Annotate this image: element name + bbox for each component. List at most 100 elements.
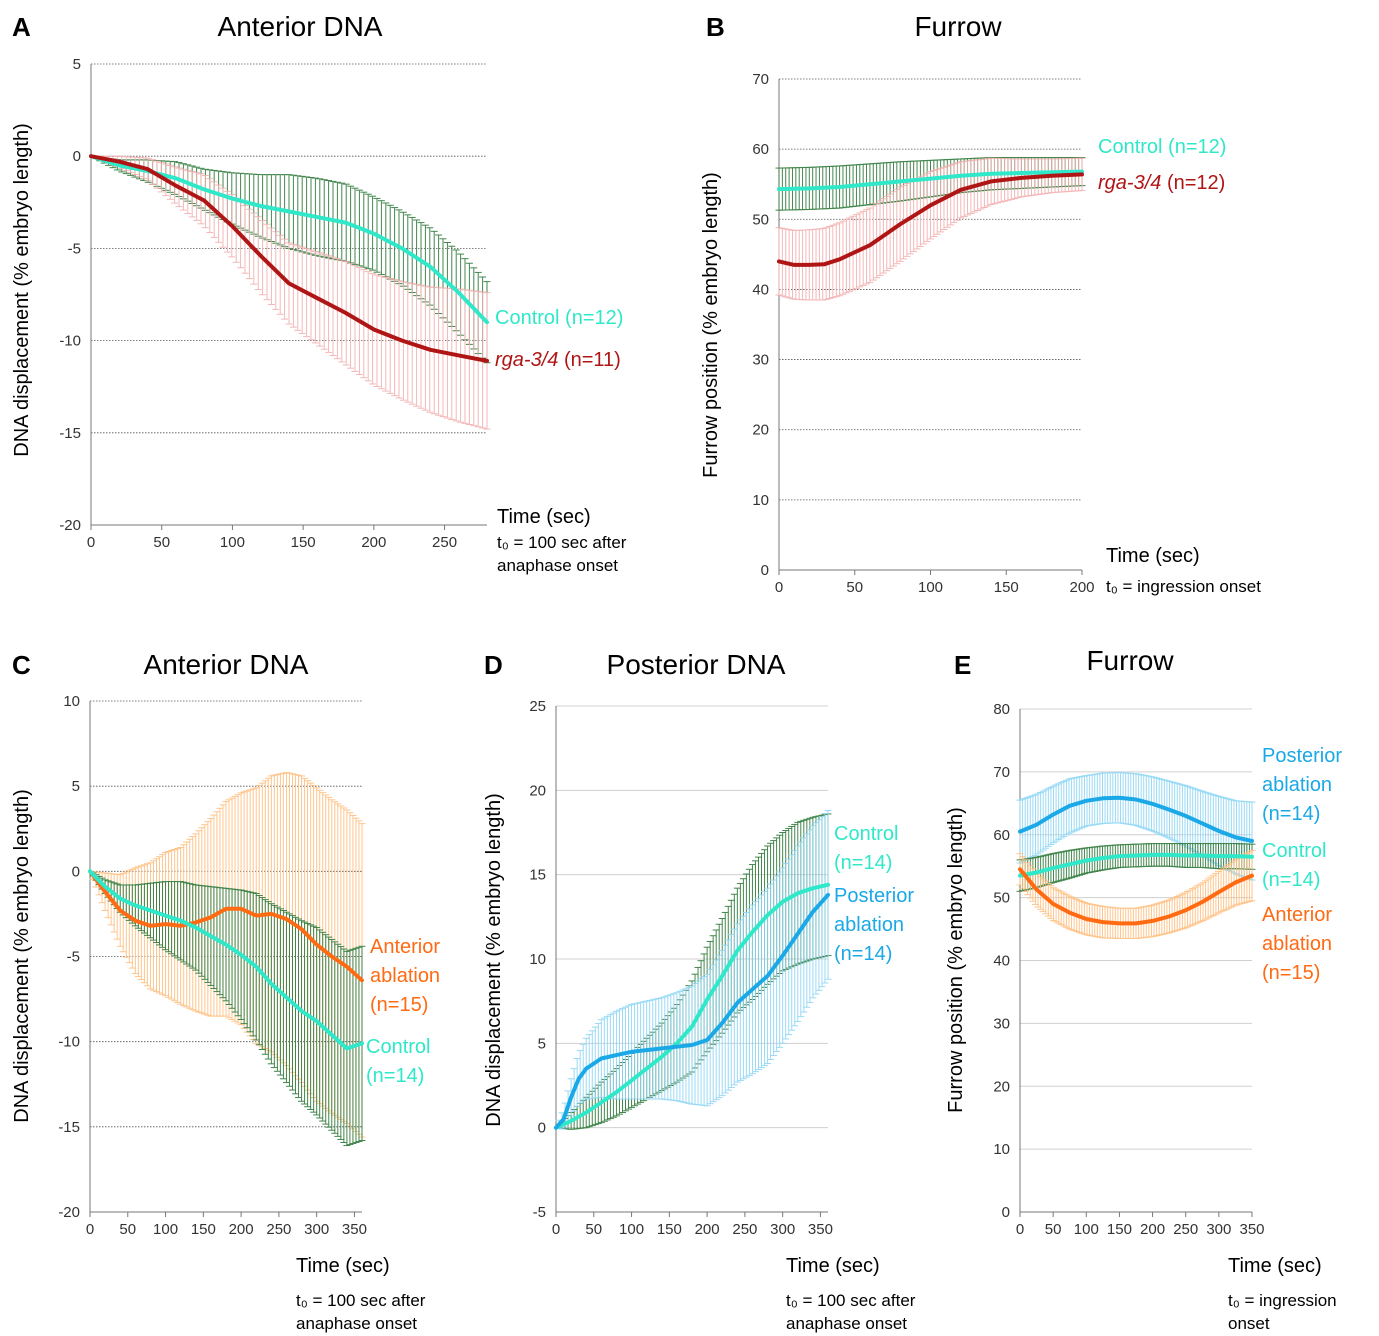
y-tick-label: -20 <box>58 1204 80 1221</box>
series-line-posterior <box>554 892 830 1130</box>
panel-e-x-axis-label: Time (sec) <box>1228 1255 1322 1277</box>
panel-d-legend-control: Control (n=14) <box>834 823 904 874</box>
panel-a-legend-rga: rga-3/4 (n=11) <box>495 349 621 371</box>
panel-c-title: Anterior DNA <box>144 649 309 680</box>
x-tick-label: 250 <box>432 534 457 551</box>
panel-c-t0-note-line2: anaphase onset <box>296 1314 417 1333</box>
y-tick-label: 30 <box>752 352 769 369</box>
y-tick-label: 0 <box>72 863 80 880</box>
panel-e-t0-note-line2: onset <box>1228 1314 1270 1333</box>
y-tick-label: -5 <box>533 1204 546 1221</box>
x-tick-label: 200 <box>1140 1221 1165 1238</box>
panel-b-legend-control: Control (n=12) <box>1098 136 1226 158</box>
y-tick-label: -15 <box>59 425 81 442</box>
x-tick-label: 50 <box>846 579 863 596</box>
y-tick-label: 10 <box>529 951 546 968</box>
y-tick-label: -20 <box>59 517 81 534</box>
legend-rga-name: rga-3/4 <box>495 349 558 371</box>
y-tick-label: 50 <box>993 890 1010 907</box>
panel-c-x-axis-label: Time (sec) <box>296 1255 390 1277</box>
y-tick-label: -15 <box>58 1119 80 1136</box>
panel-a-legend-control: Control (n=12) <box>495 307 623 329</box>
y-tick-label: 10 <box>752 492 769 509</box>
x-tick-label: 350 <box>342 1221 367 1238</box>
y-tick-label: 0 <box>761 562 769 579</box>
panel-b-title: Furrow <box>914 11 1002 42</box>
x-tick-label: 150 <box>657 1221 682 1238</box>
x-tick-label: 150 <box>191 1221 216 1238</box>
panel-e-legend-posterior: Posterior ablation (n=14) <box>1262 745 1348 825</box>
y-tick-label: -5 <box>68 240 81 257</box>
errorbars-posterior <box>555 810 832 1130</box>
y-tick-label: 5 <box>538 1035 546 1052</box>
x-tick-label: 200 <box>1069 579 1094 596</box>
x-tick-label: 200 <box>695 1221 720 1238</box>
panel-letter-d: D <box>484 650 503 680</box>
panel-d-title: Posterior DNA <box>607 649 786 680</box>
panel-b-x-axis-label: Time (sec) <box>1106 545 1200 567</box>
x-tick-label: 0 <box>1016 1221 1024 1238</box>
x-tick-label: 250 <box>732 1221 757 1238</box>
y-tick-label: 25 <box>529 698 546 715</box>
x-tick-label: 200 <box>229 1221 254 1238</box>
x-tick-label: 0 <box>775 579 783 596</box>
errorbars-control <box>89 872 366 1147</box>
y-tick-label: 30 <box>993 1015 1010 1032</box>
panel-b-legend-rga: rga-3/4 (n=12) <box>1098 172 1225 194</box>
series-line-control <box>777 169 1084 192</box>
y-tick-label: 70 <box>752 71 769 88</box>
panel-d-legend-posterior: Posterior ablation (n=14) <box>834 885 920 965</box>
legend-control-n: (n=12) <box>565 307 623 329</box>
panel-c-legend-anterior: Anterior ablation (n=15) <box>370 936 446 1016</box>
panel-d-x-axis-label: Time (sec) <box>786 1255 880 1277</box>
panel-b-y-axis-label: Furrow position (% embryo length) <box>700 172 722 478</box>
y-tick-label: 50 <box>752 211 769 228</box>
x-tick-label: 100 <box>918 579 943 596</box>
x-tick-label: 0 <box>87 534 95 551</box>
panel-d-t0-note-line2: anaphase onset <box>786 1314 907 1333</box>
y-tick-label: 0 <box>538 1120 546 1137</box>
y-tick-label: 60 <box>752 141 769 158</box>
x-tick-label: 150 <box>1107 1221 1132 1238</box>
panel-a-t0-note-line2: anaphase onset <box>497 556 618 575</box>
legend-control-name: Control <box>495 307 559 329</box>
y-tick-label: 10 <box>993 1141 1010 1158</box>
y-tick-label: 60 <box>993 827 1010 844</box>
series-line-control <box>554 882 830 1130</box>
series-line-anterior <box>88 869 364 983</box>
series-line-posterior <box>1018 795 1254 843</box>
x-tick-label: 250 <box>266 1221 291 1238</box>
x-tick-label: 100 <box>619 1221 644 1238</box>
x-tick-label: 100 <box>153 1221 178 1238</box>
y-tick-label: -10 <box>59 333 81 350</box>
panel-a: A Anterior DNA 50-5-10-15-200 50 100 150 200… <box>11 11 627 575</box>
x-tick-label: 200 <box>361 534 386 551</box>
y-tick-label: 5 <box>73 56 81 73</box>
legend-rga-n: (n=11) <box>564 349 621 371</box>
panel-d-y-axis-label: DNA displacement (% embryo length) <box>483 793 505 1126</box>
panel-letter-e: E <box>954 650 971 680</box>
y-tick-label: 20 <box>752 422 769 439</box>
x-tick-label: 50 <box>153 534 170 551</box>
y-tick-label: 40 <box>993 953 1010 970</box>
x-tick-label: 0 <box>86 1221 94 1238</box>
x-tick-label: 100 <box>220 534 245 551</box>
x-tick-label: 350 <box>1239 1221 1264 1238</box>
panel-c-y-axis-label: DNA displacement (% embryo length) <box>11 789 33 1122</box>
panel-e-y-axis-label: Furrow position (% embryo length) <box>945 807 967 1113</box>
series-line-anterior <box>1018 867 1254 926</box>
series-line-control <box>1018 852 1254 878</box>
panel-e-legend-anterior: Anterior ablation (n=15) <box>1262 904 1338 984</box>
x-tick-label: 50 <box>585 1221 602 1238</box>
y-tick-label: 5 <box>72 778 80 795</box>
y-tick-label: 80 <box>993 701 1010 718</box>
panel-c-t0-note-line1: t₀ = 100 sec after <box>296 1291 426 1310</box>
